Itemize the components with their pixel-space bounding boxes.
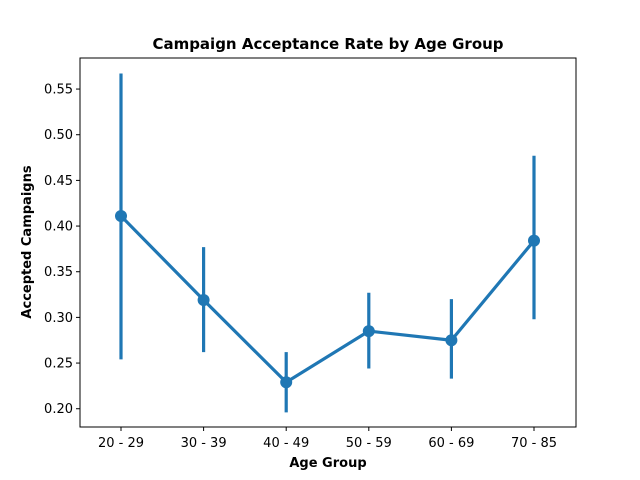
plot-area [79, 57, 577, 428]
y-tick-label: 0.25 [44, 357, 73, 372]
y-tick-label: 0.35 [44, 265, 73, 280]
x-axis: 20 - 29 30 - 39 40 - 49 50 - 59 60 - 69 70 - … [98, 427, 557, 451]
y-axis: 0.20 0.25 0.30 0.35 0.40 0.45 0.50 0.55 [44, 83, 80, 417]
data-point [362, 325, 375, 338]
y-tick-label: 0.40 [44, 220, 73, 235]
x-tick-label: 60 - 69 [428, 436, 474, 451]
y-axis-label: Accepted Campaigns [20, 165, 35, 318]
data-point [115, 210, 127, 223]
y-tick-label: 0.20 [44, 402, 73, 417]
y-tick-label: 0.45 [44, 174, 73, 189]
x-tick-label: 40 - 49 [263, 436, 309, 451]
x-tick-label: 50 - 59 [346, 436, 392, 451]
series-line [119, 214, 536, 384]
series-layer [115, 73, 540, 413]
y-tick-label: 0.30 [44, 311, 73, 326]
chart-title: Campaign Acceptance Rate by Age Group [152, 35, 503, 53]
y-tick-label: 0.55 [44, 83, 73, 98]
x-axis-label: Age Group [289, 456, 366, 471]
data-point [528, 234, 540, 247]
data-point [280, 376, 293, 389]
data-point [445, 334, 458, 347]
y-tick-label: 0.50 [44, 128, 73, 143]
x-tick-label: 70 - 85 [511, 436, 557, 451]
x-tick-label: 20 - 29 [98, 436, 144, 451]
x-tick-label: 30 - 39 [181, 436, 227, 451]
data-point [197, 294, 210, 307]
